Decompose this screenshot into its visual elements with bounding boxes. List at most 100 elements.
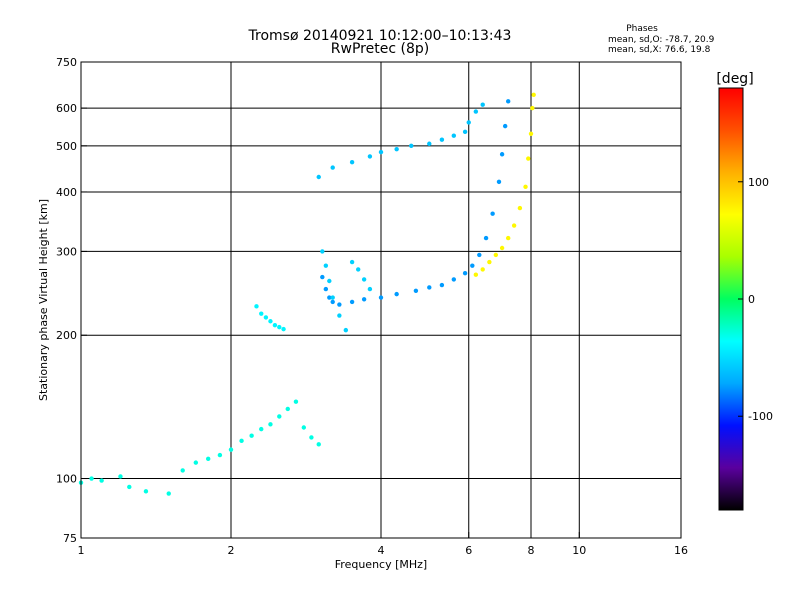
data-point [367, 154, 373, 159]
data-point [505, 235, 511, 241]
data-point [473, 272, 479, 277]
data-point [323, 263, 329, 268]
data-point [263, 315, 269, 320]
data-point [427, 141, 432, 146]
data-point [480, 267, 485, 272]
data-point [487, 259, 492, 265]
data-point [528, 131, 534, 136]
data-point [523, 184, 528, 190]
data-point [166, 491, 171, 496]
colorbar-tick-label: 100 [748, 176, 769, 189]
data-point [327, 295, 332, 300]
data-point [378, 295, 384, 300]
data-point [343, 327, 349, 333]
stats-line-o: mean, sd,O: -78.7, 20.9 [608, 35, 715, 45]
data-point [99, 478, 104, 483]
data-point [309, 435, 314, 440]
data-point [268, 422, 273, 427]
data-point [470, 263, 475, 268]
y-tick-label: 750 [56, 56, 77, 69]
y-tick-label: 100 [56, 473, 77, 486]
colorbar-tick-label: -100 [748, 410, 773, 423]
y-tick-label: 600 [56, 102, 77, 115]
data-point [330, 165, 335, 170]
data-point [502, 123, 508, 129]
data-point [330, 295, 335, 300]
colorbar-unit: [deg] [716, 71, 753, 87]
data-point [349, 299, 355, 305]
data-point [320, 249, 325, 254]
data-point [193, 460, 199, 465]
data-point [427, 285, 432, 290]
data-point [89, 476, 94, 481]
x-axis-label: Frequency [MHz] [335, 558, 427, 571]
data-point [526, 156, 531, 161]
x-tick-label: 6 [465, 544, 472, 557]
data-point [394, 291, 399, 297]
data-point [316, 442, 321, 447]
x-tick-label: 4 [378, 544, 385, 557]
data-point [361, 277, 367, 282]
data-point [499, 245, 505, 251]
data-point [505, 99, 511, 104]
data-point [217, 452, 223, 458]
data-point [462, 129, 468, 135]
data-point [337, 313, 342, 318]
data-point [355, 267, 361, 272]
y-axis-label: Stationary phase Virtual Height [km] [37, 199, 50, 401]
data-point [277, 414, 282, 419]
data-point [409, 143, 414, 149]
data-point [439, 282, 445, 288]
data-point [493, 252, 499, 258]
data-point [272, 322, 278, 328]
y-axis-ticks: 75 100 200 300 400 500 600 750 [56, 56, 87, 545]
data-point [330, 299, 335, 305]
data-point [378, 149, 384, 155]
data-point [239, 438, 244, 444]
data-point [496, 179, 502, 185]
data-point [277, 324, 282, 330]
data-point [466, 120, 471, 125]
data-point [480, 102, 485, 107]
data-point [337, 302, 342, 307]
data-point [499, 152, 505, 157]
data-point [320, 274, 325, 280]
x-tick-label: 1 [78, 544, 85, 557]
y-tick-label: 75 [63, 532, 77, 545]
data-points [78, 92, 536, 496]
y-tick-label: 500 [56, 140, 77, 153]
data-point [259, 311, 264, 316]
data-point [462, 271, 468, 276]
y-tick-label: 300 [56, 245, 77, 258]
data-point [473, 109, 479, 114]
data-point [451, 277, 457, 282]
data-point [490, 211, 495, 216]
data-point [483, 235, 489, 241]
data-point [316, 174, 321, 180]
data-point [517, 205, 523, 211]
data-point [259, 426, 264, 432]
data-point [451, 133, 457, 138]
x-tick-label: 10 [572, 544, 586, 557]
data-point [118, 474, 123, 479]
data-point [281, 326, 286, 332]
x-tick-label: 16 [674, 544, 688, 557]
data-point [285, 406, 290, 412]
data-point [143, 489, 149, 494]
data-point [301, 425, 307, 430]
data-point [349, 259, 355, 265]
data-point [180, 468, 185, 473]
data-point [531, 92, 536, 97]
data-point [127, 484, 132, 490]
data-point [361, 297, 367, 302]
colorbar-ticks: 100 0 -100 [738, 176, 773, 423]
x-tick-label: 8 [528, 544, 535, 557]
data-point [205, 456, 211, 462]
data-point [511, 223, 517, 228]
y-tick-label: 200 [56, 329, 77, 342]
x-axis-ticks: 1 2 4 6 8 10 16 [78, 532, 688, 557]
data-point [530, 105, 535, 111]
data-point [394, 146, 399, 152]
stats-header: Phases [626, 24, 658, 34]
